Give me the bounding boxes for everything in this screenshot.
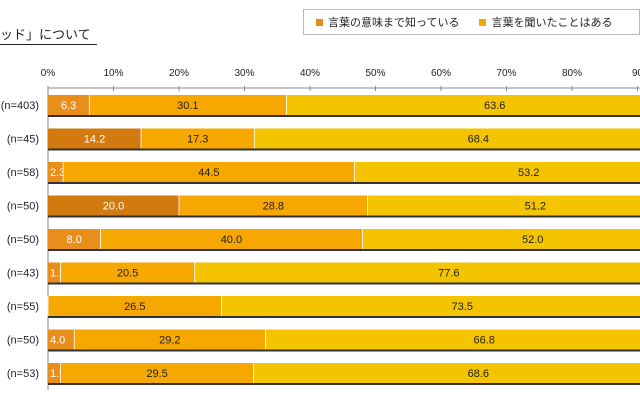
legend-item-meaning-known: 言葉の意味まで知っている [316, 14, 459, 30]
bar-segment [48, 296, 222, 316]
x-tick-label: 80% [562, 68, 582, 79]
data-label: 63.6 [484, 100, 505, 112]
category-label: (n=50) [7, 335, 39, 347]
data-label: 66.8 [474, 335, 495, 347]
bar-segment [48, 128, 142, 149]
x-tick-label: 0% [41, 68, 56, 79]
data-label: 4.0 [50, 335, 65, 347]
bar-segment [48, 363, 61, 383]
bar-segment [74, 329, 266, 350]
data-label: 14.2 [84, 134, 105, 146]
x-tick-label: 90 [632, 68, 640, 79]
x-tick-label: 50% [365, 68, 385, 79]
bar-segment [48, 162, 64, 182]
bar-segment [89, 95, 287, 115]
bar-segment [100, 229, 363, 249]
category-label: (n=43) [7, 268, 39, 280]
data-label: 30.1 [177, 100, 198, 112]
chart-title: ッド」について [0, 28, 97, 45]
legend-swatch-heard-of [479, 18, 487, 26]
category-label: (n=403) [1, 100, 39, 112]
data-label: 68.4 [468, 134, 489, 146]
bar-segment [367, 195, 640, 216]
data-label: 73.5 [452, 301, 473, 313]
category-label: (n=55) [7, 301, 39, 313]
data-label: 51.2 [525, 201, 546, 213]
data-label: 44.5 [198, 167, 219, 179]
x-tick-label: 40% [300, 68, 320, 79]
bar-segment [48, 195, 179, 216]
x-tick-label: 10% [103, 68, 123, 79]
data-label: 68.6 [468, 368, 489, 380]
bar-segment [48, 262, 61, 283]
bar-segment [60, 262, 195, 283]
data-label: 77.6 [438, 268, 459, 280]
bar-segment [354, 162, 640, 182]
bar-segment [179, 195, 368, 216]
bar-segment [48, 329, 75, 350]
x-tick-label: 30% [234, 68, 254, 79]
bar-segment [63, 162, 355, 182]
category-label: (n=53) [7, 368, 39, 380]
data-label: 52.0 [522, 234, 543, 246]
x-tick-label: 20% [169, 68, 189, 79]
legend-swatch-meaning-known [316, 18, 323, 26]
category-label: (n=58) [7, 167, 39, 179]
data-label: 26.5 [124, 301, 145, 313]
data-label: 17.3 [187, 134, 208, 146]
bar-segment [60, 363, 254, 383]
category-label: (n=50) [7, 234, 39, 246]
data-label: 40.0 [221, 234, 242, 246]
data-label: 53.2 [518, 167, 539, 179]
bar-segment [265, 329, 640, 350]
legend-item-heard-of: 言葉を聞いたことはある [479, 14, 612, 30]
data-label: 8.0 [67, 234, 82, 246]
data-label: 28.8 [263, 201, 284, 213]
bar-segment [48, 95, 90, 115]
data-label: 20.5 [117, 268, 138, 280]
x-tick-label: 70% [496, 68, 516, 79]
data-label: 6.3 [61, 100, 76, 112]
data-label: 29.5 [146, 368, 167, 380]
bar-segment [194, 262, 640, 283]
bar-segment [253, 363, 640, 383]
legend-label-meaning-known: 言葉の意味まで知っている [328, 16, 460, 29]
category-label: (n=45) [7, 134, 39, 146]
data-label: 2.3 [50, 167, 65, 179]
bar-segment [141, 128, 255, 149]
bar-segment [362, 229, 640, 249]
chart-legend: 言葉の意味まで知っている 言葉を聞いたことはある [303, 9, 640, 35]
data-label: 29.2 [159, 335, 180, 347]
bar-segment [221, 296, 640, 316]
bar-segment [254, 128, 640, 149]
x-tick-label: 60% [431, 68, 451, 79]
bar-segment [286, 95, 640, 115]
data-label: 20.0 [103, 201, 124, 213]
bar-segment [48, 229, 101, 249]
category-label: (n=50) [7, 201, 39, 213]
legend-label-heard-of: 言葉を聞いたことはある [491, 16, 613, 29]
